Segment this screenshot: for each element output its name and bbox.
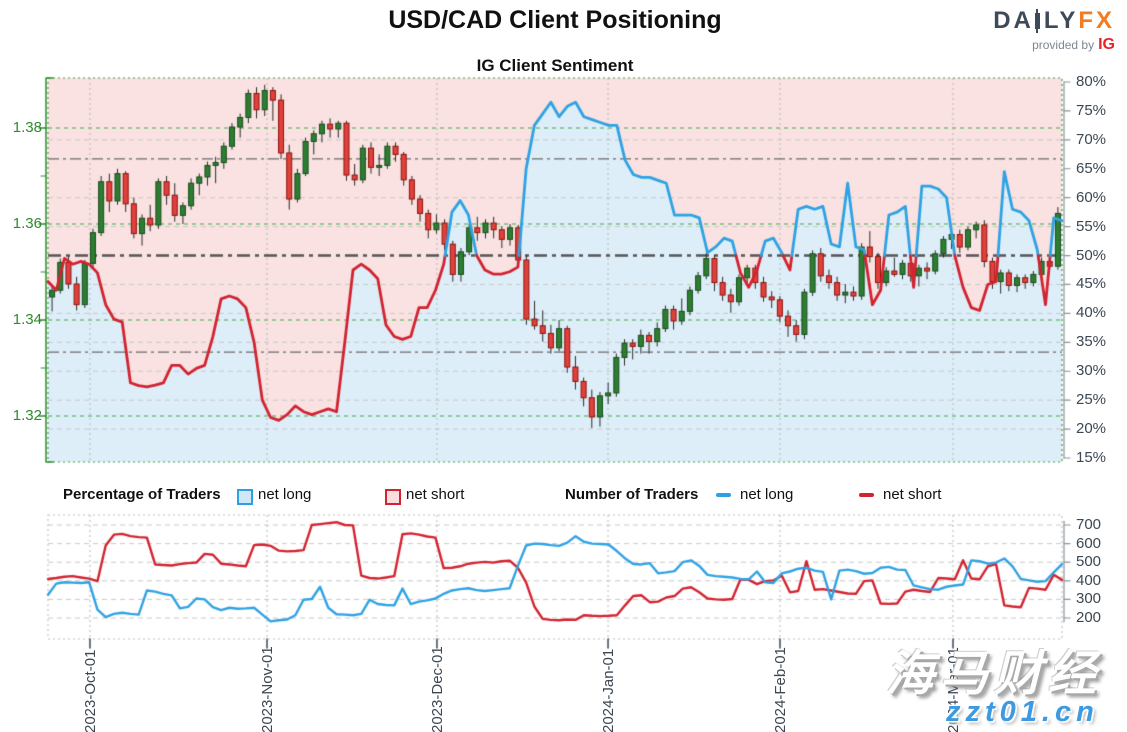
net-short-area-swatch-icon	[385, 489, 401, 505]
percent-axis-label: 80%	[1076, 73, 1107, 90]
date-axis-label: 2023-Dec-01	[428, 646, 446, 732]
price-axis-label: 1.38	[12, 119, 42, 136]
percent-axis-label: 20%	[1076, 420, 1107, 438]
watermark-chinese: 海马财经	[886, 646, 1103, 702]
date-axis-label: 2024-Jan-01	[600, 648, 618, 732]
count-axis-label: 700	[1076, 516, 1102, 533]
percent-axis-label: 35%	[1076, 333, 1107, 351]
logo-text-fx: FX	[1078, 7, 1115, 34]
net-long-area-swatch-icon	[237, 489, 253, 505]
ig-logo: IG	[1098, 36, 1115, 53]
count-axis-label: 500	[1076, 553, 1102, 571]
main-sentiment-candlestick-chart	[36, 70, 1080, 470]
percent-axis-label: 50%	[1076, 246, 1107, 264]
traders-count-chart	[36, 510, 1080, 652]
net-long-line-swatch-icon	[716, 493, 731, 497]
date-axis-label: 2023-Nov-01	[259, 646, 277, 732]
dailyfx-logo: DA LYFX provided by IG	[993, 8, 1115, 54]
percent-axis-label: 65%	[1076, 159, 1107, 177]
legend-number-title: Number of Traders	[565, 486, 699, 503]
count-axis-label: 300	[1076, 590, 1102, 608]
count-axis-label: 600	[1076, 534, 1102, 552]
logo-text-ly: LY	[1043, 7, 1079, 34]
count-axis-label: 200	[1076, 609, 1102, 626]
logo-provided-by: provided by IG	[993, 36, 1115, 54]
date-axis-label: 2023-Oct-01	[81, 649, 99, 732]
price-axis-label: 1.34	[12, 311, 42, 328]
price-axis-label: 1.32	[12, 407, 42, 424]
percent-axis-label: 15%	[1076, 448, 1107, 466]
legend-pct-net-long: net long	[258, 486, 312, 503]
watermark-site: zzt01.cn	[946, 696, 1099, 728]
price-axis-label: 1.36	[12, 215, 42, 232]
legend-percentage-title: Percentage of Traders	[63, 486, 221, 503]
page-title: USD/CAD Client Positioning	[388, 6, 722, 34]
count-axis-label: 400	[1076, 571, 1102, 589]
percent-axis-label: 60%	[1076, 188, 1107, 206]
date-axis-label: 2024-Feb-01	[772, 647, 789, 732]
logo-text-da: DA	[993, 7, 1034, 34]
percent-axis-label: 40%	[1076, 304, 1107, 322]
legend-num-net-short: net short	[883, 486, 942, 503]
candlestick-i-icon	[1034, 9, 1040, 33]
percent-axis-label: 70%	[1076, 130, 1107, 148]
dailyfx-logo-wordmark: DA LYFX	[993, 8, 1115, 34]
legend-pct-net-short: net short	[406, 486, 465, 503]
legend-num-net-long: net long	[740, 486, 794, 503]
percent-axis-label: 30%	[1076, 362, 1107, 380]
percent-axis-label: 25%	[1076, 391, 1107, 409]
percent-axis-label: 45%	[1076, 275, 1107, 293]
provided-by-text: provided by	[1032, 38, 1095, 52]
chart-subtitle: IG Client Sentiment	[476, 56, 634, 75]
percent-axis-label: 55%	[1076, 217, 1107, 235]
percent-axis-label: 75%	[1076, 101, 1107, 119]
net-short-line-swatch-icon	[859, 493, 874, 497]
